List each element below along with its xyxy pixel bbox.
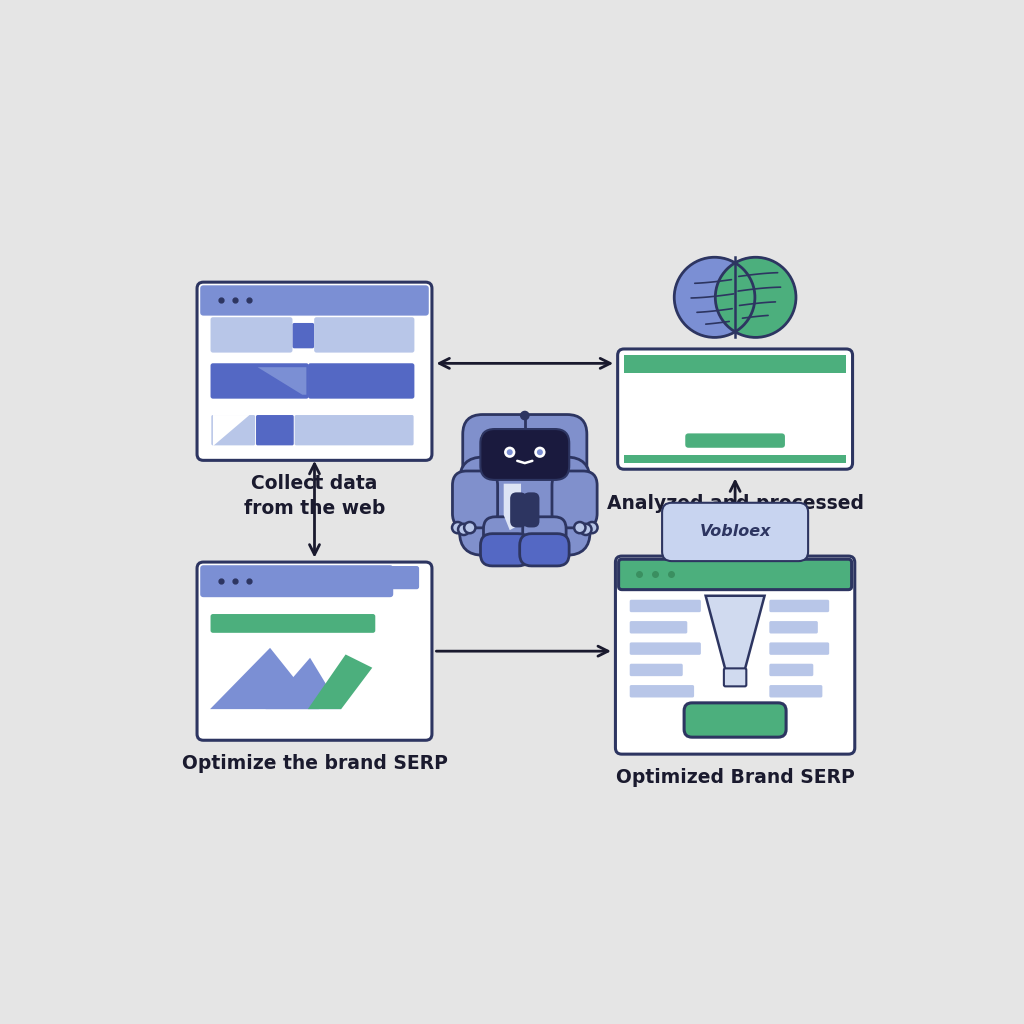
Bar <box>624 355 846 373</box>
Polygon shape <box>210 648 318 709</box>
FancyBboxPatch shape <box>483 517 527 558</box>
Circle shape <box>587 522 598 534</box>
FancyBboxPatch shape <box>211 364 309 398</box>
FancyBboxPatch shape <box>630 600 700 612</box>
FancyBboxPatch shape <box>522 517 566 558</box>
Circle shape <box>452 522 463 534</box>
Bar <box>622 562 849 587</box>
Text: Analyzed and processed
by AI tools: Analyzed and processed by AI tools <box>606 494 863 538</box>
Circle shape <box>680 263 749 332</box>
FancyBboxPatch shape <box>769 642 829 654</box>
Circle shape <box>464 522 475 534</box>
Bar <box>624 456 846 463</box>
Polygon shape <box>265 657 341 709</box>
FancyBboxPatch shape <box>211 317 293 352</box>
FancyBboxPatch shape <box>769 664 813 676</box>
FancyBboxPatch shape <box>552 471 597 527</box>
Circle shape <box>716 257 796 337</box>
FancyBboxPatch shape <box>293 323 314 348</box>
Circle shape <box>535 446 546 458</box>
FancyBboxPatch shape <box>615 556 855 754</box>
Circle shape <box>721 263 790 332</box>
FancyBboxPatch shape <box>630 685 694 697</box>
Polygon shape <box>308 654 373 709</box>
FancyBboxPatch shape <box>370 566 419 589</box>
FancyBboxPatch shape <box>453 471 498 527</box>
FancyBboxPatch shape <box>510 493 526 527</box>
FancyBboxPatch shape <box>476 438 502 474</box>
FancyBboxPatch shape <box>508 464 542 485</box>
Text: Optimized Brand SERP: Optimized Brand SERP <box>615 768 854 786</box>
FancyBboxPatch shape <box>197 562 432 740</box>
FancyBboxPatch shape <box>295 415 414 445</box>
Polygon shape <box>504 483 521 530</box>
FancyBboxPatch shape <box>211 614 375 633</box>
FancyBboxPatch shape <box>480 534 529 566</box>
FancyBboxPatch shape <box>617 349 853 469</box>
FancyBboxPatch shape <box>201 286 429 315</box>
Circle shape <box>581 523 592 535</box>
Circle shape <box>537 450 543 456</box>
Circle shape <box>507 450 513 456</box>
FancyBboxPatch shape <box>480 429 569 480</box>
FancyBboxPatch shape <box>769 685 822 697</box>
Text: Collect data
from the web: Collect data from the web <box>244 474 385 518</box>
Polygon shape <box>213 415 250 446</box>
FancyBboxPatch shape <box>520 534 569 566</box>
FancyBboxPatch shape <box>480 432 516 465</box>
Circle shape <box>458 523 469 535</box>
FancyBboxPatch shape <box>523 493 540 527</box>
Text: Voblоex: Voblоex <box>699 524 771 540</box>
Circle shape <box>574 522 586 534</box>
FancyBboxPatch shape <box>684 702 786 737</box>
Polygon shape <box>706 596 765 670</box>
FancyBboxPatch shape <box>685 433 785 447</box>
Circle shape <box>520 412 529 420</box>
FancyBboxPatch shape <box>463 415 587 492</box>
FancyBboxPatch shape <box>630 664 683 676</box>
FancyBboxPatch shape <box>769 622 818 634</box>
FancyBboxPatch shape <box>724 669 746 686</box>
FancyBboxPatch shape <box>548 438 573 474</box>
FancyBboxPatch shape <box>663 503 808 561</box>
FancyBboxPatch shape <box>460 457 590 555</box>
FancyBboxPatch shape <box>314 317 415 352</box>
FancyBboxPatch shape <box>211 415 255 445</box>
Circle shape <box>504 446 515 458</box>
FancyBboxPatch shape <box>769 600 829 612</box>
Circle shape <box>674 257 755 337</box>
FancyBboxPatch shape <box>256 415 294 445</box>
FancyBboxPatch shape <box>618 559 852 590</box>
FancyBboxPatch shape <box>512 506 538 520</box>
Text: Optimize the brand SERP: Optimize the brand SERP <box>181 754 447 773</box>
FancyBboxPatch shape <box>308 364 415 398</box>
Polygon shape <box>258 368 306 394</box>
FancyBboxPatch shape <box>630 642 700 654</box>
FancyBboxPatch shape <box>201 565 393 597</box>
FancyBboxPatch shape <box>197 283 432 461</box>
FancyBboxPatch shape <box>630 622 687 634</box>
